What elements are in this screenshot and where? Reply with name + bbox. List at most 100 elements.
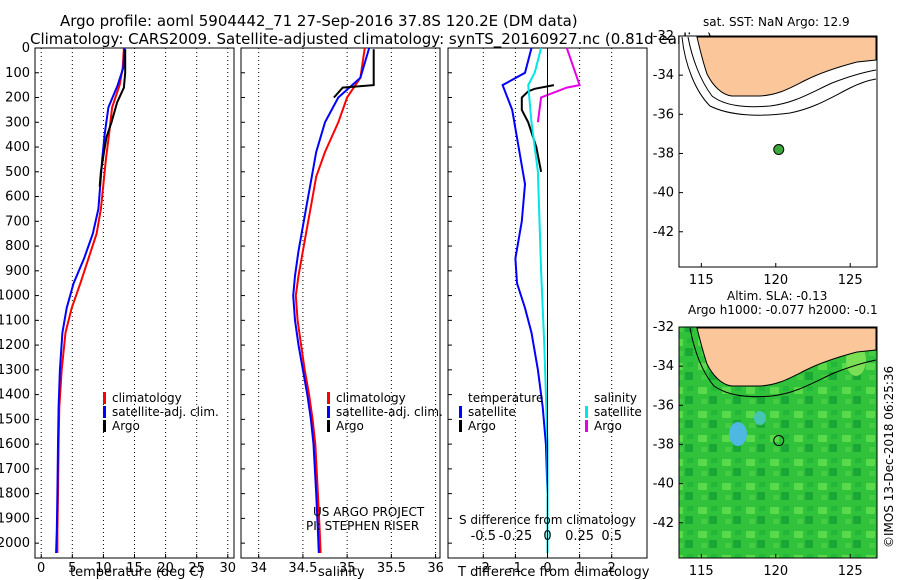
- credit-line2: PI: STEPHEN RISER: [306, 519, 419, 533]
- argo-float-position: [773, 435, 785, 447]
- salinity-legend: climatology satellite-adj. clim. Argo: [327, 391, 443, 433]
- map-y-tick-label: -42: [653, 516, 674, 531]
- x-tick-label: 1: [575, 561, 583, 576]
- legend-temperature-heading: temperature: [468, 391, 543, 405]
- depth-tick-label: 1900: [0, 511, 30, 526]
- series-line-argo: [333, 49, 375, 99]
- series-line-argo: [98, 49, 127, 187]
- map-y-tick-label: -40: [653, 186, 674, 201]
- map-y-tick-label: -40: [653, 477, 674, 492]
- s-difference-ticks: -0.5 -0.25 0 0.25 0.5: [471, 529, 622, 544]
- legend-argo: Argo: [336, 419, 364, 433]
- depth-axis-labels: 0 100 200 300 400 500 600 700 800 900 1000 1100 1200…: [0, 41, 30, 551]
- depth-tick-label: 1700: [0, 462, 30, 477]
- salinity-axes-frame: [240, 47, 441, 559]
- depth-tick-label: 1300: [0, 363, 30, 378]
- legend-swatch-climatology: [103, 392, 106, 404]
- temperature-legend: climatology satellite-adj. clim. Argo: [103, 391, 219, 433]
- s-tick-label: -0.5: [471, 529, 496, 544]
- x-tick-label: 0: [543, 561, 551, 576]
- australia-land: [696, 36, 877, 97]
- x-tick-label: 10: [95, 561, 112, 576]
- legend-temp-argo: Argo: [468, 419, 496, 433]
- x-tick-label: 35: [339, 561, 356, 576]
- argo-float-position: [773, 144, 785, 156]
- map-y-tick-label: -42: [653, 225, 674, 240]
- map-x-tick-label: 125: [838, 273, 863, 288]
- map-y-tick-label: -38: [653, 147, 674, 162]
- x-tick-label: -2: [477, 561, 490, 576]
- x-tick-label: 25: [188, 561, 205, 576]
- legend-swatch-sal-argo: [585, 420, 588, 432]
- depth-tick-label: 1800: [0, 487, 30, 502]
- map-y-tick-label: -36: [653, 107, 674, 122]
- figure-title-line1: Argo profile: aoml 5904442_71 27-Sep-201…: [60, 12, 578, 31]
- depth-tick-label: 0: [22, 41, 30, 56]
- series-line-salinity-argo: [536, 47, 581, 123]
- legend-swatch-satellite: [327, 406, 330, 418]
- legend-satellite: satellite-adj. clim.: [112, 405, 219, 419]
- legend-climatology: climatology: [336, 391, 406, 405]
- imos-credit: ©IMOS 13-Dec-2018 06:25:36: [882, 366, 896, 548]
- depth-tick-label: 700: [5, 214, 30, 229]
- salinity-xlabel: salinity: [318, 565, 365, 580]
- series-line-satellite-adj-clim-: [55, 47, 126, 554]
- sst-map-panel: sat. SST: NaN Argo: 12.9 115 120 125 -32 -34…: [653, 15, 878, 288]
- map-x-tick-label: 120: [763, 273, 788, 288]
- sla-low-anomaly: [729, 422, 747, 446]
- legend-satellite: satellite-adj. clim.: [336, 405, 443, 419]
- sla-map-subtitle: Argo h1000: -0.077 h2000: -0.1: [688, 303, 878, 317]
- legend-swatch-sal-satellite: [585, 406, 588, 418]
- temperature-panel: 0 5 10 15 20 25 30 temperature (deg C) climato…: [34, 47, 237, 580]
- map-x-tick-label: 115: [689, 564, 714, 579]
- depth-tick-label: 1200: [0, 338, 30, 353]
- depth-tick-label: 600: [5, 190, 30, 205]
- map-y-tick-label: -38: [653, 438, 674, 453]
- x-tick-label: 2: [608, 561, 616, 576]
- map-y-tick-label: -32: [653, 320, 674, 335]
- map-y-tick-label: -36: [653, 398, 674, 413]
- legend-salinity-heading: salinity: [594, 391, 637, 405]
- legend-temp-satellite: satellite: [468, 405, 516, 419]
- series-line-climatology: [294, 47, 366, 554]
- difference-panel: -2 -1 0 1 2 temperature satellite Argo salin…: [447, 47, 650, 580]
- x-tick-label: 30: [220, 561, 237, 576]
- depth-contour-sla: [689, 327, 877, 398]
- depth-tick-label: 1600: [0, 437, 30, 452]
- x-tick-label: 34: [250, 561, 267, 576]
- legend-climatology: climatology: [112, 391, 182, 405]
- map-y-tick-label: -34: [653, 68, 674, 83]
- sla-low-anomaly-2: [754, 411, 766, 425]
- legend-swatch-temp-satellite: [459, 406, 462, 418]
- depth-tick-label: 200: [5, 91, 30, 106]
- depth-tick-label: 2000: [0, 536, 30, 551]
- x-tick-label: 15: [126, 561, 143, 576]
- depth-tick-label: 1500: [0, 412, 30, 427]
- legend-swatch-climatology: [327, 392, 330, 404]
- depth-tick-label: 1100: [0, 313, 30, 328]
- x-tick-label: 20: [157, 561, 174, 576]
- s-tick-label: 0.25: [565, 529, 594, 544]
- s-tick-label: 0: [543, 529, 551, 544]
- s-tick-label: 0.5: [601, 529, 622, 544]
- map-y-tick-label: -32: [653, 29, 674, 44]
- s-tick-label: -0.25: [499, 529, 533, 544]
- x-tick-label: 35.5: [377, 561, 406, 576]
- series-line-temperature-satellite: [501, 47, 549, 553]
- x-tick-label: 34.5: [288, 561, 317, 576]
- depth-tick-label: 100: [5, 66, 30, 81]
- series-line-satellite-adj-clim-: [292, 47, 371, 554]
- depth-tick-label: 1400: [0, 388, 30, 403]
- depth-tick-label: 500: [5, 165, 30, 180]
- x-tick-label: 0: [37, 561, 45, 576]
- legend-argo: Argo: [112, 419, 140, 433]
- depth-tick-label: 400: [5, 140, 30, 155]
- depth-tick-label: 1000: [0, 289, 30, 304]
- depth-contour-inner: [687, 36, 877, 108]
- t-difference-xlabel: T difference from climatology: [457, 565, 650, 580]
- legend-swatch-argo: [327, 420, 330, 432]
- depth-contour-outer: [681, 36, 877, 116]
- x-tick-label: 5: [68, 561, 76, 576]
- legend-swatch-satellite: [103, 406, 106, 418]
